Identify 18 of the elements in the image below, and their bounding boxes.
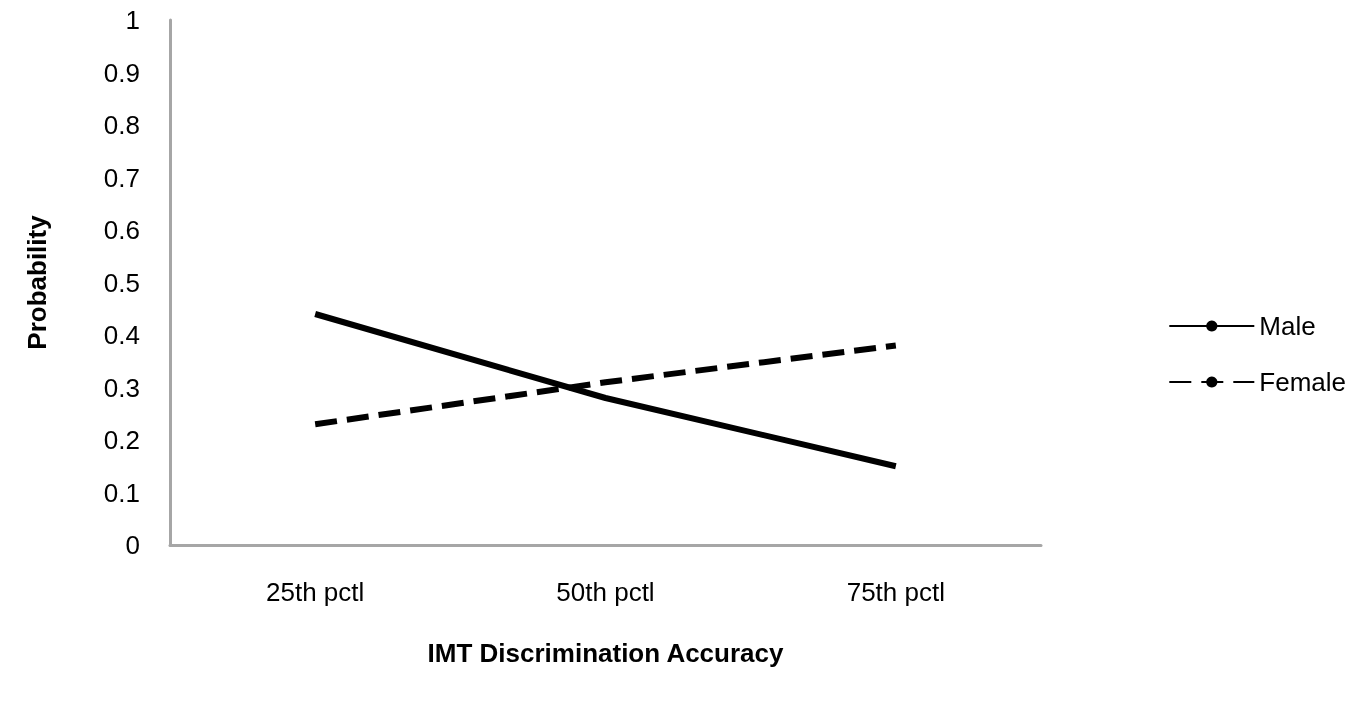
- legend-label: Male: [1259, 311, 1316, 341]
- y-tick-label: 0.7: [103, 162, 140, 193]
- y-tick-label: 0.5: [103, 267, 140, 298]
- y-tick-label: 0.2: [103, 425, 140, 455]
- x-tick-label: 50th pctl: [556, 577, 655, 607]
- y-tick-label: 0.6: [103, 215, 140, 245]
- x-tick-label: 75th pctl: [846, 577, 945, 607]
- y-tick-label: 0.3: [103, 372, 140, 403]
- y-tick-label: 0.4: [103, 320, 140, 350]
- y-tick-label: 0: [125, 530, 140, 560]
- x-axis-title: IMT Discrimination Accuracy: [427, 638, 784, 668]
- y-tick-label: 0.8: [103, 110, 140, 140]
- y-tick-label: 0.1: [103, 477, 140, 508]
- y-tick-label: 0.9: [103, 57, 140, 88]
- y-tick-label: 1: [125, 5, 140, 35]
- y-axis-title: Probability: [22, 214, 52, 350]
- legend-label: Female: [1259, 367, 1347, 397]
- x-tick-label: 25th pctl: [266, 577, 365, 607]
